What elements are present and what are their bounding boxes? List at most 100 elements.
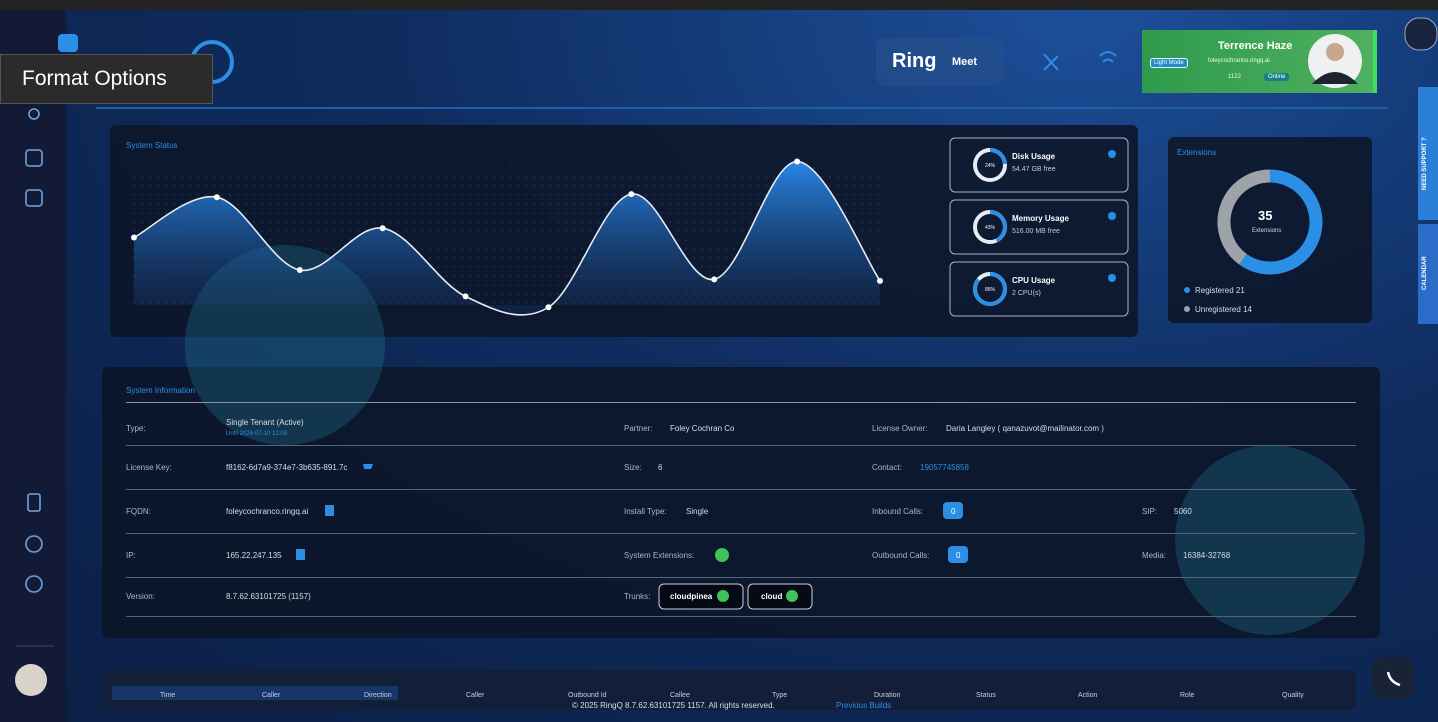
field-label: Partner: [624,424,653,433]
copy-icon[interactable] [296,549,305,560]
grid-dot [517,221,519,223]
grid-dot [461,212,463,214]
grid-dot [669,194,671,196]
field-value[interactable]: 19057745858 [920,463,969,472]
grid-dot [317,239,319,241]
grid-dot [333,203,335,205]
grid-dot [373,221,375,223]
video-button[interactable] [1404,17,1438,51]
grid-dot [317,185,319,187]
icon-device[interactable] [27,493,41,512]
grid-dot [837,167,839,169]
grid-dot [421,176,423,178]
icon-box[interactable] [25,189,43,207]
grid-dot [741,194,743,196]
grid-dot [877,230,879,232]
grid-dot [581,203,583,205]
grid-dot [533,203,535,205]
side-tab-label[interactable]: NEED SUPPORT ? [1422,137,1428,190]
grid-dot [733,212,735,214]
grid-dot [493,248,495,250]
side-tab-label[interactable]: CALENDAR [1422,256,1428,290]
grid-dot [517,257,519,259]
grid-dot [469,266,471,268]
point [877,277,883,284]
grid-dot [349,167,351,169]
icon-help[interactable] [25,575,43,593]
grid-dot [493,284,495,286]
grid-dot [381,167,383,169]
calendar-tab[interactable] [1418,224,1438,324]
grid-dot [301,167,303,169]
grid-dot [421,167,423,169]
grid-dot [445,185,447,187]
icon-network[interactable] [1043,53,1059,71]
grid-dot [525,194,527,196]
grid-dot [557,221,559,223]
grid-dot [501,230,503,232]
grid-dot [461,194,463,196]
grid-dot [165,203,167,205]
grid-dot [477,194,479,196]
mode-button[interactable]: Light Mode [1150,58,1188,68]
grid-dot [485,221,487,223]
grid-dot [413,185,415,187]
grid-dot [285,212,287,214]
grid-dot [437,230,439,232]
cart-icon[interactable] [363,464,373,469]
grid-dot [557,230,559,232]
footer-text: © 2025 RingQ 8.7.62.63101725 1157. All r… [572,701,775,710]
grid-dot [317,203,319,205]
grid-dot [453,203,455,205]
grid-dot [557,212,559,214]
grid-dot [269,212,271,214]
grid-dot [365,221,367,223]
icon-user[interactable] [28,108,40,120]
grid-dot [285,221,287,223]
separator [126,489,1356,490]
grid-dot [701,212,703,214]
call-button[interactable] [1372,657,1414,699]
grid-dot [509,239,511,241]
grid-dot [309,230,311,232]
grid-dot [501,284,503,286]
grid-dot [405,194,407,196]
grid-dot [557,239,559,241]
grid-dot [301,266,303,268]
icon-settings[interactable] [25,535,43,553]
icon-signal[interactable] [1099,51,1117,63]
footer-link[interactable]: Previous Builds [836,701,892,710]
field-label: Trunks: [624,592,651,601]
grid-dot [501,302,503,304]
grid-dot [221,176,223,178]
grid-dot [741,239,743,241]
usage-box [949,137,1129,193]
grid-dot [365,194,367,196]
icon-contacts[interactable] [25,149,43,167]
grid-dot [165,167,167,169]
grid-dot [573,185,575,187]
grid-dot [333,167,335,169]
copy-icon[interactable] [325,505,334,516]
grid-dot [453,284,455,286]
sidebar-avatar[interactable] [15,664,47,696]
grid-dot [597,212,599,214]
grid-dot [701,239,703,241]
grid-dot [677,167,679,169]
grid-dot [709,221,711,223]
logo-box [876,38,1004,86]
expand-button[interactable] [58,34,78,52]
column-header: Type [772,692,788,699]
grid-dot [317,230,319,232]
grid-dot [301,239,303,241]
grid-dot [565,185,567,187]
grid-dot [501,221,503,223]
support-tab[interactable] [1418,87,1438,220]
grid-dot [277,230,279,232]
field-label: Media: [1142,551,1167,560]
grid-dot [469,275,471,277]
grid-dot [317,248,319,250]
column-header: Duration [874,692,901,699]
grid-dot [709,257,711,259]
grid-dot [349,194,351,196]
